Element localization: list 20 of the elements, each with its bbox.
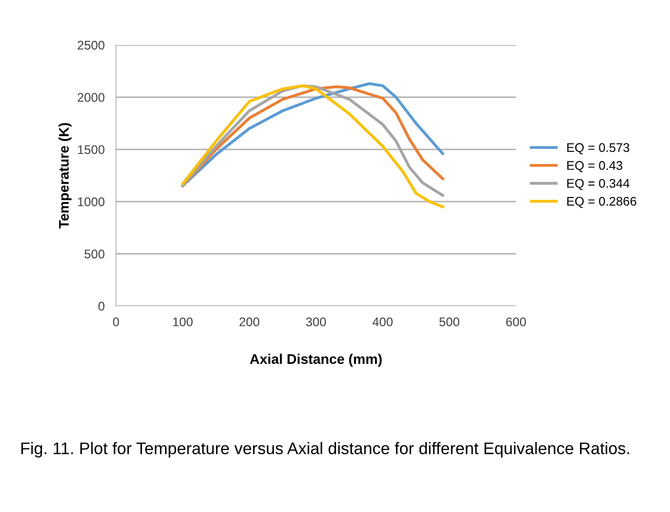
x-tick-label: 300 (306, 317, 326, 326)
y-tick-label: 2500 (78, 40, 104, 50)
y-tick-label: 1000 (78, 197, 104, 206)
x-tick-label: 100 (173, 317, 193, 326)
legend-label: EQ = 0.2866 (567, 196, 636, 208)
legend-label: EQ = 0.43 (567, 161, 622, 172)
y-tick-label: 2000 (78, 93, 104, 102)
caption: Fig. 11. Plot for Temperature versus Axial distance for different Equivalence Ratios. (21, 442, 629, 458)
y-tick-label: 1500 (78, 145, 104, 154)
x-tick-label: 600 (506, 317, 526, 326)
legend-label: EQ = 0.344 (567, 178, 630, 190)
x-tick-label: 400 (372, 317, 393, 326)
y-axis-title: Temperature (K) (58, 123, 72, 228)
x-tick-label: 0 (113, 317, 119, 326)
x-tick-label: 200 (240, 317, 260, 326)
y-tick-label: 500 (84, 250, 104, 258)
x-tick-label: 500 (439, 317, 460, 326)
x-axis-title: Axial Distance (mm) (250, 354, 382, 367)
legend-label: EQ = 0.573 (567, 143, 630, 154)
y-tick-label: 0 (98, 302, 104, 311)
